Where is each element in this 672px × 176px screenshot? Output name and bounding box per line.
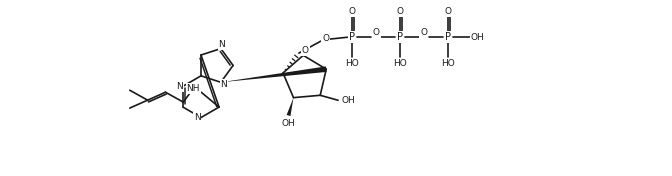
Text: HO: HO	[393, 59, 407, 68]
Text: P: P	[349, 32, 355, 42]
Text: OH: OH	[282, 119, 296, 128]
Text: N: N	[177, 82, 183, 91]
Text: O: O	[349, 7, 356, 16]
Text: O: O	[302, 46, 308, 55]
Text: OH: OH	[470, 33, 485, 42]
Text: O: O	[322, 34, 329, 43]
Text: P: P	[445, 32, 451, 42]
Polygon shape	[221, 66, 327, 82]
Text: P: P	[397, 32, 403, 42]
Text: O: O	[396, 7, 404, 16]
Text: N: N	[218, 40, 225, 49]
Text: O: O	[444, 7, 451, 16]
Polygon shape	[287, 98, 294, 116]
Text: HO: HO	[441, 59, 454, 68]
Text: O: O	[421, 28, 427, 37]
Text: N: N	[194, 113, 200, 122]
Text: N: N	[220, 80, 227, 89]
Text: HO: HO	[345, 59, 360, 68]
Text: NH: NH	[187, 84, 200, 93]
Text: OH: OH	[341, 96, 355, 105]
Text: O: O	[373, 28, 380, 37]
